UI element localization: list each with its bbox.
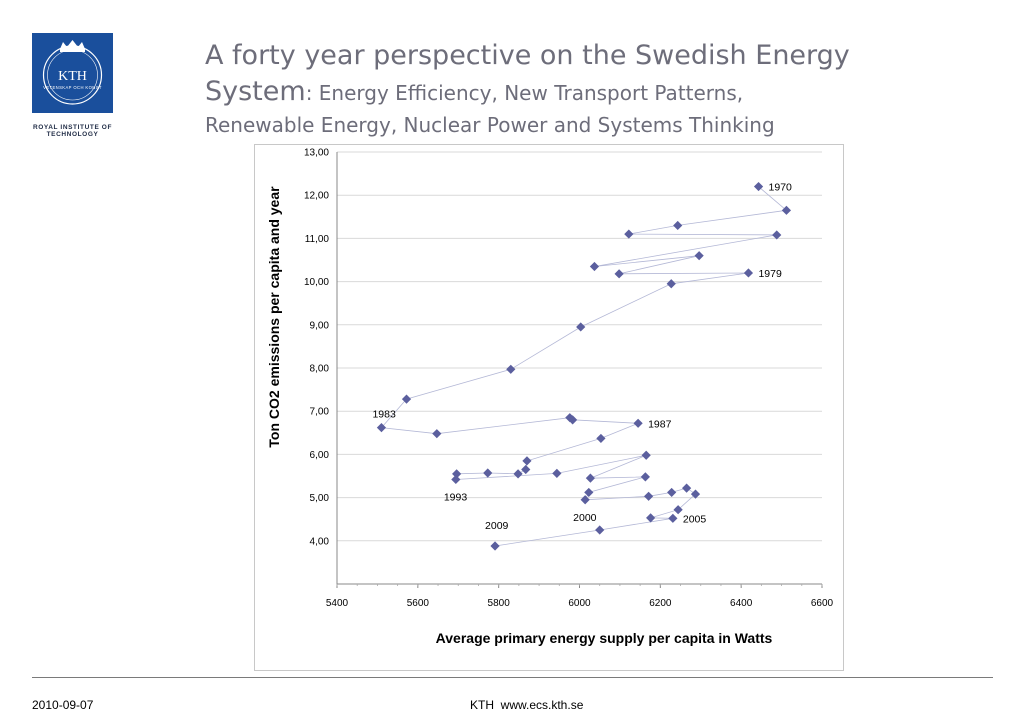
series-line — [380, 186, 788, 547]
data-points — [376, 181, 792, 551]
data-point-marker — [506, 364, 516, 374]
data-point-marker — [624, 229, 634, 239]
year-annotations: 1970 1979 1983 1987 1993 2000 2005 2009 — [372, 182, 792, 532]
data-point-marker — [432, 429, 442, 439]
y-tick-label: 13,00 — [304, 148, 329, 159]
x-tick-label: 6600 — [811, 598, 834, 609]
data-point-marker — [580, 495, 590, 505]
data-point-marker — [565, 413, 575, 423]
data-point-marker — [781, 205, 792, 215]
year-label: 1987 — [648, 418, 672, 430]
title-sub-line: Renewable Energy, Nuclear Power and Syst… — [205, 113, 775, 137]
footer-divider — [32, 677, 993, 678]
data-point-marker — [451, 474, 461, 485]
data-point-marker — [673, 220, 683, 231]
data-point-marker — [772, 230, 782, 240]
x-tick-label: 5600 — [407, 598, 430, 609]
y-tick-label: 8,00 — [310, 364, 330, 375]
year-label: 2009 — [485, 520, 509, 532]
data-point-marker — [673, 505, 683, 515]
data-point-marker — [576, 322, 586, 332]
y-tick-label: 4,00 — [310, 536, 330, 547]
data-point-marker — [596, 433, 606, 444]
x-tick-label: 6400 — [730, 598, 753, 609]
data-point-marker — [614, 269, 624, 279]
data-point-marker — [584, 487, 594, 498]
data-point-marker — [641, 450, 651, 460]
x-tick-label: 6000 — [568, 598, 591, 609]
y-tick-label: 9,00 — [310, 320, 330, 331]
data-point-marker — [452, 469, 462, 479]
title-main: A forty year perspective on the Swedish … — [205, 40, 850, 71]
data-point-marker — [644, 491, 654, 501]
y-tick-label: 6,00 — [310, 450, 330, 461]
y-tick-label: 10,00 — [304, 277, 329, 288]
y-tick-label: 12,00 — [304, 191, 329, 202]
svg-text:KTH: KTH — [58, 69, 87, 84]
y-axis-title: Ton CO2 emissions per capita and year — [266, 186, 282, 448]
x-tick-label: 5400 — [326, 598, 349, 609]
year-label: 1993 — [444, 491, 468, 503]
axes — [336, 152, 823, 588]
data-point-marker — [376, 423, 387, 433]
year-label: 2000 — [573, 512, 597, 524]
data-point-marker — [522, 456, 532, 466]
svg-text:VETENSKAP OCH KONST: VETENSKAP OCH KONST — [43, 85, 102, 90]
footer-date: 2010-09-07 — [32, 698, 94, 712]
x-tick-label: 6200 — [649, 598, 672, 609]
data-point-marker — [668, 513, 678, 523]
data-point-marker — [682, 483, 692, 493]
kth-crest-icon: KTH VETENSKAP OCH KONST — [42, 40, 103, 105]
data-point-marker — [483, 468, 493, 478]
data-point-marker — [694, 251, 704, 261]
year-label: 2005 — [683, 513, 707, 525]
data-point-marker — [521, 464, 531, 475]
y-tick-label: 5,00 — [310, 493, 330, 504]
data-point-marker — [640, 472, 650, 482]
data-point-marker — [690, 489, 701, 499]
y-tick-label: 11,00 — [305, 234, 330, 245]
data-point-marker — [595, 525, 605, 535]
data-point-marker — [666, 279, 676, 289]
year-label: 1983 — [372, 409, 396, 421]
data-point-marker — [490, 541, 500, 551]
title-sub-inline: : Energy Efficiency, New Transport Patte… — [305, 81, 744, 105]
y-tick-label: 7,00 — [310, 407, 330, 418]
year-label: 1970 — [769, 182, 793, 194]
x-tick-label: 5800 — [488, 598, 511, 609]
data-point-marker — [513, 469, 523, 479]
data-point-marker — [633, 418, 643, 428]
kth-logo: KTH VETENSKAP OCH KONST — [32, 33, 113, 113]
logo-caption: ROYAL INSTITUTE OF TECHNOLOGY — [32, 124, 113, 138]
tick-labels: 4,00 5,00 6,00 7,00 8,00 9,00 10,00 11,00 12,00 1… — [304, 148, 834, 610]
data-point-marker — [753, 181, 764, 192]
data-point-marker — [667, 487, 677, 498]
data-point-marker — [552, 468, 562, 479]
data-point-marker — [568, 415, 578, 425]
trajectory-line — [380, 186, 788, 547]
grid-lines — [337, 151, 822, 542]
title-lead: System — [205, 76, 306, 107]
data-point-marker — [401, 394, 412, 404]
data-point-marker — [585, 473, 596, 483]
data-point-marker — [646, 513, 656, 523]
year-label: 1979 — [758, 268, 782, 280]
x-axis-title: Average primary energy supply per capita… — [436, 630, 773, 646]
data-point-marker — [589, 261, 600, 272]
data-point-marker — [743, 268, 754, 278]
footer-site: KTH www.ecs.kth.se — [470, 698, 584, 712]
slide-title: A forty year perspective on the Swedish … — [205, 38, 965, 140]
chart-frame — [254, 144, 844, 671]
